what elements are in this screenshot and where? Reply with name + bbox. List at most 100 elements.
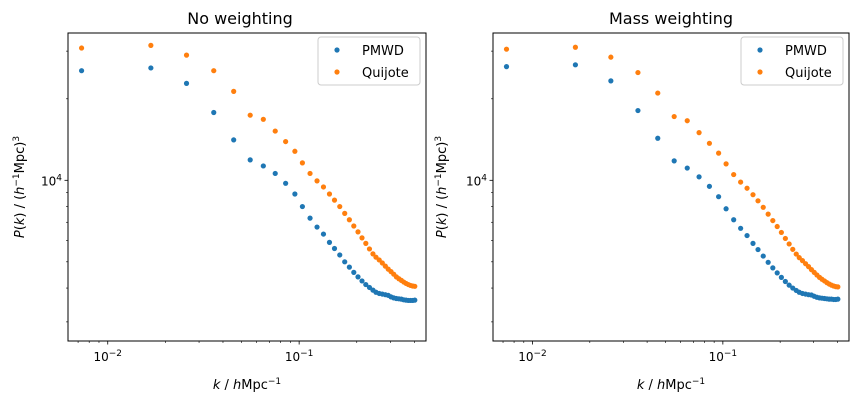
data-point-quijote: [760, 204, 766, 210]
data-point-quijote: [744, 185, 750, 191]
legend-label-pmwd: PMWD: [362, 44, 404, 59]
data-point-pmwd: [359, 278, 365, 284]
data-point-quijote: [750, 192, 756, 198]
data-point-quijote: [503, 46, 510, 52]
legend: PMWD Quijote: [740, 36, 844, 86]
data-point-quijote: [307, 170, 313, 177]
data-point-quijote: [359, 235, 365, 241]
legend-marker-pmwd: [757, 47, 763, 53]
x-tick-label: 10−2: [93, 349, 122, 364]
data-point-pmwd: [770, 265, 776, 271]
data-point-pmwd: [231, 137, 237, 143]
axis-ticks: 10−2 10−1 104: [41, 50, 415, 364]
data-point-pmwd: [292, 191, 298, 197]
legend-marker-quijote: [757, 69, 763, 75]
data-point-quijote: [346, 217, 352, 223]
data-point-pmwd: [750, 240, 756, 246]
data-point-pmwd: [326, 239, 333, 245]
data-point-quijote: [778, 229, 784, 236]
x-tick-label: 10−1: [709, 349, 738, 364]
plot-area: [67, 32, 427, 342]
data-point-pmwd: [760, 253, 766, 259]
data-point-quijote: [655, 90, 661, 96]
data-point-pmwd: [835, 296, 841, 302]
data-point-pmwd: [331, 245, 338, 252]
legend: PMWD Quijote: [317, 36, 421, 86]
data-point-quijote: [366, 246, 373, 252]
data-point-pmwd: [786, 282, 792, 288]
data-point-quijote: [738, 179, 744, 185]
axis-ticks: 10−2 10−1 104: [466, 50, 838, 364]
data-point-quijote: [211, 68, 217, 74]
data-point-pmwd: [247, 157, 253, 163]
data-point-pmwd: [608, 78, 614, 84]
data-point-pmwd: [320, 231, 327, 237]
data-point-quijote: [412, 283, 418, 289]
data-point-pmwd: [706, 183, 713, 189]
data-point-quijote: [320, 184, 327, 190]
data-point-pmwd: [503, 64, 510, 70]
data-point-quijote: [78, 45, 85, 51]
data-point-pmwd: [260, 163, 266, 169]
data-point-quijote: [272, 128, 278, 134]
data-point-quijote: [148, 42, 154, 48]
data-point-pmwd: [655, 135, 661, 141]
data-point-quijote: [292, 148, 298, 154]
data-point-quijote: [635, 69, 641, 76]
data-point-quijote: [314, 178, 320, 184]
data-point-pmwd: [731, 217, 737, 223]
data-point-quijote: [326, 191, 333, 197]
data-point-quijote: [260, 116, 266, 122]
legend-label-quijote: Quijote: [785, 66, 832, 81]
data-point-quijote: [770, 217, 776, 224]
x-axis-label: k / hMpc−1: [637, 377, 705, 393]
data-point-pmwd: [738, 225, 744, 231]
data-point-quijote: [793, 251, 799, 257]
data-point-pmwd: [744, 232, 750, 239]
data-point-quijote: [342, 210, 348, 216]
data-point-quijote: [835, 284, 841, 290]
data-point-quijote: [790, 246, 796, 252]
data-point-pmwd: [716, 194, 722, 200]
data-point-pmwd: [183, 80, 190, 86]
data-point-pmwd: [342, 259, 348, 265]
data-point-pmwd: [314, 224, 320, 230]
data-point-pmwd: [774, 270, 780, 276]
legend-marker-quijote: [334, 69, 340, 75]
y-axis-label: P(k) / (h−1Mpc)3: [12, 136, 28, 238]
data-point-pmwd: [778, 274, 784, 280]
data-point-quijote: [782, 235, 788, 242]
legend-marker-pmwd: [334, 47, 340, 53]
data-point-pmwd: [723, 206, 729, 212]
data-point-pmwd: [78, 68, 85, 74]
data-point-pmwd: [755, 246, 761, 253]
data-point-pmwd: [355, 274, 361, 280]
data-point-pmwd: [351, 269, 357, 275]
data-point-pmwd: [671, 158, 677, 164]
data-point-quijote: [765, 211, 771, 217]
data-point-pmwd: [782, 278, 788, 285]
data-point-pmwd: [337, 252, 343, 258]
data-point-quijote: [706, 140, 713, 146]
data-point-pmwd: [684, 165, 690, 171]
data-point-pmwd: [299, 203, 305, 210]
data-point-pmwd: [635, 107, 641, 114]
data-point-pmwd: [148, 65, 154, 71]
data-point-pmwd: [283, 180, 289, 186]
chart-title: No weighting: [187, 9, 293, 28]
data-point-quijote: [774, 223, 780, 230]
data-point-quijote: [337, 203, 343, 210]
data-point-pmwd: [412, 297, 418, 303]
data-point-pmwd: [572, 62, 579, 68]
chart-title: Mass weighting: [609, 9, 733, 28]
data-point-quijote: [786, 241, 792, 247]
y-tick-label: 104: [41, 173, 62, 188]
data-point-quijote: [283, 138, 289, 145]
x-tick-label: 10−1: [285, 349, 314, 364]
data-point-quijote: [723, 161, 729, 167]
data-point-quijote: [572, 44, 579, 50]
data-point-quijote: [684, 118, 690, 124]
data-point-quijote: [299, 160, 305, 166]
data-point-pmwd: [211, 109, 217, 116]
